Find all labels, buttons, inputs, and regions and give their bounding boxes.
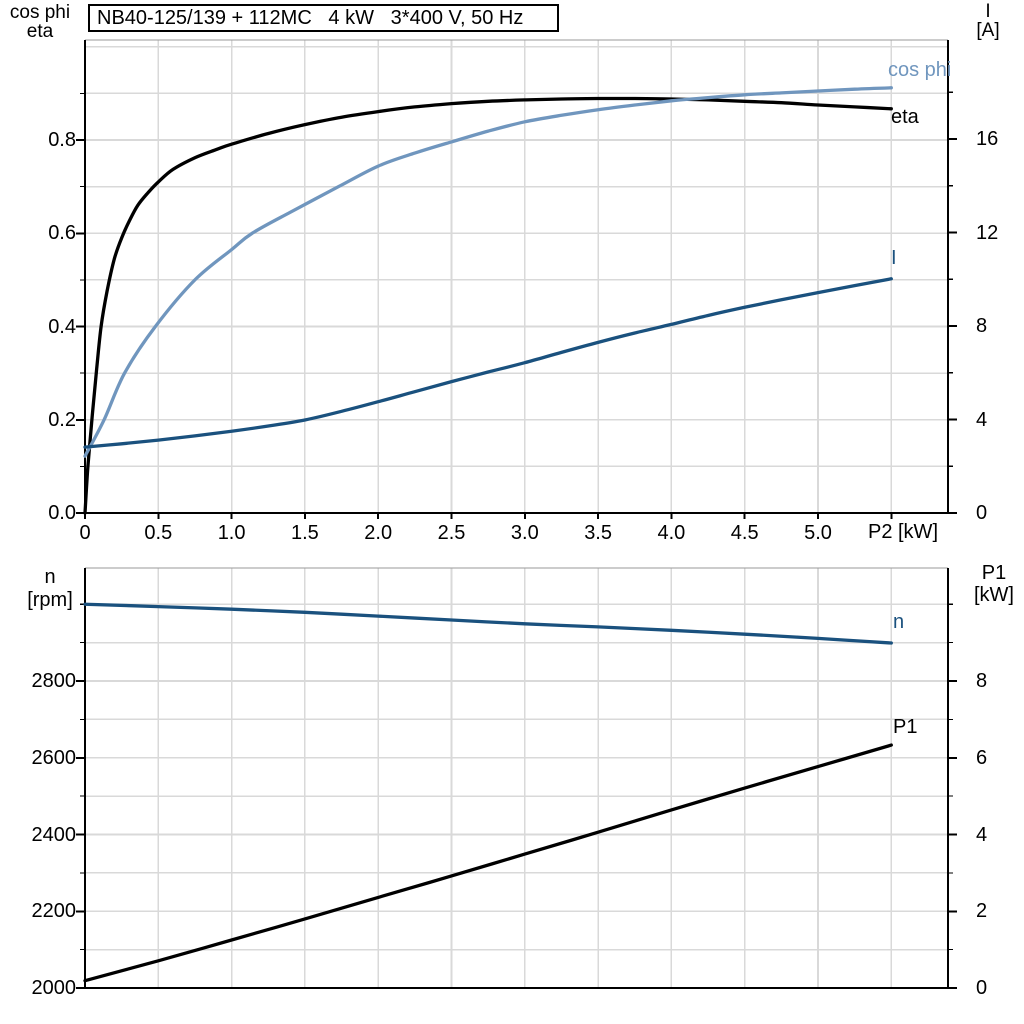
left-axis-tick-label: 0.0 (48, 502, 76, 524)
p1-axis-title-line1: P1 (981, 562, 1007, 584)
x-axis-tick-label: 5.0 (804, 522, 832, 544)
right-axis-tick-label: 0 (976, 977, 988, 999)
left-axis-tick-label: 0.4 (48, 315, 76, 338)
p1-axis-title-line2: [kW] (974, 584, 1014, 606)
top-left-axis-title: cos phi eta (0, 3, 80, 41)
cos-phi-curve-label: cos phi (888, 59, 952, 81)
x-axis-tick-label: 1.0 (217, 522, 246, 544)
x-axis-tick-label: 4.5 (730, 522, 759, 544)
left-axis-tick-label: 2800 (31, 670, 77, 692)
eta-curve-label: eta (891, 106, 919, 128)
right-axis-tick-label: 8 (976, 315, 988, 337)
right-axis-tick-label: 12 (976, 221, 999, 244)
speed-axis-title-line1: n (44, 566, 56, 588)
bottom-right-axis-title: P1 [kW] (963, 562, 1024, 606)
x-axis-tick-label: 2.0 (364, 522, 393, 544)
left-axis-tick-label: 2000 (31, 977, 77, 999)
I-curve (83, 277, 893, 449)
right-axis-tick-label: 0 (976, 502, 988, 524)
right-axis-tick-label: 6 (976, 746, 988, 769)
current-curve-label: I (891, 247, 897, 269)
left-axis-title-line1: cos phi (9, 2, 71, 23)
right-axis-title-line1: I (985, 1, 991, 22)
left-axis-tick-label: 2200 (31, 900, 77, 923)
left-axis-tick-label: 0.2 (48, 408, 76, 431)
left-axis-title-line2: eta (26, 21, 54, 42)
right-axis-tick-label: 2 (976, 900, 988, 923)
cos-phi-curve (83, 86, 893, 458)
x-axis-tick-label: 2.5 (437, 522, 466, 544)
x-axis-tick-label: 1.5 (290, 522, 319, 544)
pump-title-box: NB40-125/139 + 112MC 4 kW 3*400 V, 50 Hz (88, 4, 559, 32)
right-axis-tick-label: 8 (976, 670, 988, 692)
bottom-left-axis-title: n [rpm] (8, 566, 92, 612)
left-axis-tick-label: 2600 (31, 746, 77, 769)
x-axis-tick-label: 0.5 (144, 522, 173, 544)
right-axis-title-line2: [A] (976, 20, 1000, 41)
speed-curve-label: n (893, 611, 905, 633)
left-axis-tick-label: 0.8 (48, 129, 76, 151)
speed-axis-title-line2: [rpm] (27, 589, 73, 611)
P1-curve (83, 743, 893, 983)
right-axis-tick-label: 4 (976, 408, 988, 431)
x-axis-tick-label: 3.0 (510, 522, 539, 544)
x-axis-tick-label: 0 (79, 522, 91, 544)
left-axis-tick-label: 0.6 (48, 222, 76, 245)
eta-curve (83, 96, 893, 515)
x-axis-title-p2: P2 [kW] (867, 521, 938, 543)
left-axis-tick-label: 2400 (31, 823, 77, 846)
top-right-axis-title: I [A] (961, 2, 1015, 40)
right-axis-tick-label: 4 (976, 823, 988, 846)
x-axis-tick-label: 3.5 (584, 522, 612, 544)
top-chart-motor-electrical (76, 39, 957, 519)
p1-curve-label: P1 (893, 716, 918, 738)
right-axis-tick-label: 16 (976, 128, 999, 150)
bottom-chart-speed-power (76, 567, 957, 990)
x-axis-tick-label: 4.0 (657, 522, 686, 544)
n-curve (83, 602, 893, 645)
